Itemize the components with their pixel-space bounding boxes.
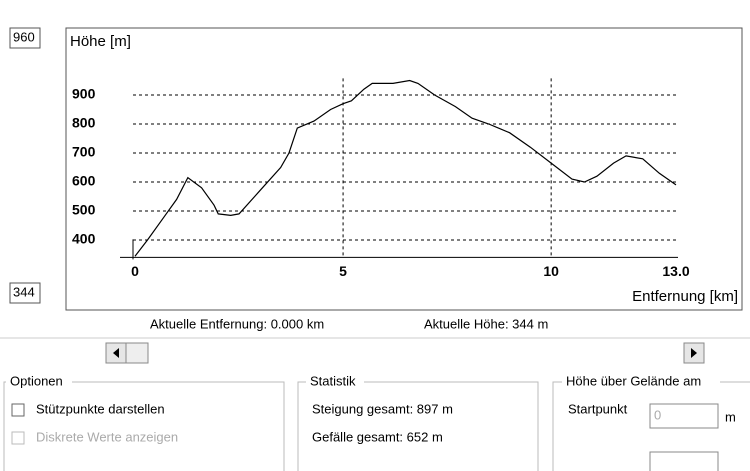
label-bg [306, 374, 364, 390]
max-box[interactable] [9, 27, 41, 49]
group-title: Höhe über Gelände am [566, 373, 701, 388]
checkbox-label: Stützpunkte darstellen [36, 401, 165, 416]
profile-line [134, 79, 677, 257]
current-height: Aktuelle Höhe: 344 m [424, 316, 548, 331]
group-title: Optionen [10, 373, 63, 388]
group-title: Statistik [310, 373, 356, 388]
arrow [691, 348, 697, 358]
x-tick-label: 13.0 [662, 263, 689, 279]
current-distance: Aktuelle Entfernung: 0.000 km [150, 316, 324, 331]
x-tick-label: 0 [131, 263, 139, 279]
checkbox[interactable] [11, 431, 25, 445]
chart-frame [65, 27, 743, 311]
spin-input[interactable] [649, 451, 719, 471]
options-group [3, 381, 285, 471]
stat: Steigung gesamt: 897 m [312, 401, 453, 416]
checkbox-label: Diskrete Werte anzeigen [36, 429, 178, 444]
y-tick-label: 900 [72, 86, 96, 102]
scroll-thumb[interactable] [125, 342, 149, 364]
field-label: Startpunkt [568, 401, 628, 416]
y-tick-label: 500 [72, 202, 96, 218]
unit: m [725, 409, 736, 424]
spin-input[interactable] [649, 403, 719, 429]
statistics-group [297, 381, 539, 471]
min-value: 344 [13, 284, 35, 299]
x-axis-title: Entfernung [km] [632, 288, 738, 305]
x-tick-label: 10 [543, 263, 559, 279]
spin-value: 0 [654, 407, 661, 422]
arrow [113, 348, 119, 358]
label-bg [6, 374, 72, 390]
label-bg [562, 374, 720, 390]
y-tick-label: 700 [72, 144, 96, 160]
y-axis-title: Höhe [m] [70, 33, 131, 50]
y-tick-label: 600 [72, 173, 96, 189]
min-box[interactable] [9, 282, 41, 304]
x-tick-label: 5 [339, 263, 347, 279]
stat: Gefälle gesamt: 652 m [312, 429, 443, 444]
checkbox[interactable] [11, 403, 25, 417]
max-value: 960 [13, 29, 35, 44]
y-tick-label: 400 [72, 231, 96, 247]
y-tick-label: 800 [72, 115, 96, 131]
